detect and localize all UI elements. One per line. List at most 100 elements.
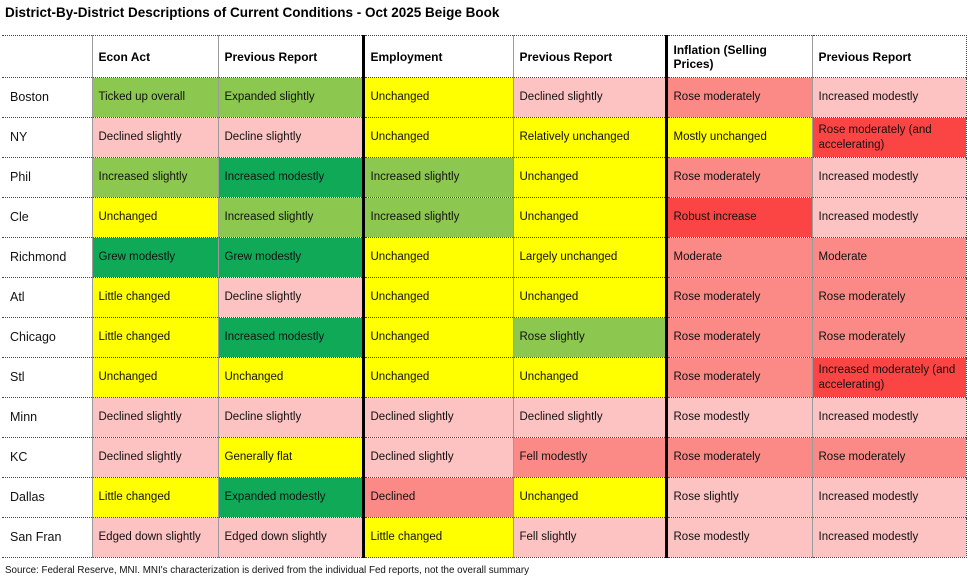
condition-cell: Edged down slightly (91, 517, 218, 558)
condition-cell: Increased modestly (217, 157, 363, 198)
condition-cell: Increased modestly (811, 517, 967, 558)
condition-cell: Increased modestly (811, 197, 967, 238)
condition-cell: Rose moderately (664, 157, 812, 198)
condition-cell: Relatively unchanged (512, 117, 666, 158)
table-row: Richmond Grew modestly Grew modestly Unchan… (2, 237, 967, 278)
condition-cell: Declined slightly (361, 397, 513, 438)
header-row: Econ Act Previous Report Employment Previou… (2, 35, 967, 78)
condition-cell: Fell modestly (512, 437, 666, 478)
condition-cell: Unchanged (512, 477, 666, 518)
condition-cell: Declined slightly (91, 437, 218, 478)
district-label: Chicago (2, 317, 92, 358)
condition-cell: Increased slightly (91, 157, 218, 198)
condition-cell: Unchanged (91, 197, 218, 238)
column-header: Previous Report (217, 35, 363, 78)
condition-cell: Declined slightly (91, 397, 218, 438)
condition-cell: Ticked up overall (91, 77, 218, 118)
condition-cell: Increased modestly (811, 157, 967, 198)
district-label: Phil (2, 157, 92, 198)
condition-cell: Increased modestly (811, 397, 967, 438)
district-label: NY (2, 117, 92, 158)
table-row: Cle Unchanged Increased slightly Increased … (2, 197, 967, 238)
condition-cell: Rose moderately (811, 317, 967, 358)
condition-cell: Increased modestly (217, 317, 363, 358)
condition-cell: Rose moderately (664, 357, 812, 398)
condition-cell: Largely unchanged (512, 237, 666, 278)
condition-cell: Unchanged (217, 357, 363, 398)
district-label: Richmond (2, 237, 92, 278)
condition-cell: Declined slightly (361, 437, 513, 478)
column-header: Inflation (Selling Prices) (664, 35, 812, 78)
condition-cell: Increased slightly (361, 197, 513, 238)
condition-cell: Unchanged (361, 237, 513, 278)
condition-cell: Rose moderately (664, 437, 812, 478)
table-row: Dallas Little changed Expanded modestly Dec… (2, 477, 967, 518)
condition-cell: Rose slightly (664, 477, 812, 518)
condition-cell: Unchanged (512, 357, 666, 398)
district-label: Boston (2, 77, 92, 118)
condition-cell: Little changed (91, 277, 218, 318)
condition-cell: Increased modestly (811, 477, 967, 518)
condition-cell: Unchanged (512, 157, 666, 198)
column-header: Econ Act (91, 35, 218, 78)
district-label: Minn (2, 397, 92, 438)
condition-cell: Unchanged (91, 357, 218, 398)
table-row: NY Declined slightly Decline slightly Uncha… (2, 117, 967, 158)
table-body: Boston Ticked up overall Expanded slightly… (2, 77, 967, 558)
condition-cell: Increased moderately (and accelerating) (811, 357, 967, 398)
condition-cell: Robust increase (664, 197, 812, 238)
condition-cell: Increased slightly (361, 157, 513, 198)
condition-cell: Rose modestly (664, 397, 812, 438)
condition-cell: Grew modestly (217, 237, 363, 278)
condition-cell: Rose moderately (664, 317, 812, 358)
condition-cell: Edged down slightly (217, 517, 363, 558)
condition-cell: Rose modestly (664, 517, 812, 558)
column-header: Employment (361, 35, 513, 78)
condition-cell: Unchanged (361, 117, 513, 158)
source-note: Source: Federal Reserve, MNI. MNI's char… (5, 565, 530, 576)
condition-cell: Unchanged (361, 317, 513, 358)
condition-cell: Rose moderately (811, 277, 967, 318)
district-column-header (2, 35, 92, 78)
condition-cell: Rose moderately (664, 77, 812, 118)
condition-cell: Expanded modestly (217, 477, 363, 518)
district-label: KC (2, 437, 92, 478)
district-label: Atl (2, 277, 92, 318)
condition-cell: Little changed (91, 317, 218, 358)
condition-cell: Declined slightly (512, 77, 666, 118)
district-label: Cle (2, 197, 92, 238)
condition-cell: Little changed (361, 517, 513, 558)
condition-cell: Declined slightly (512, 397, 666, 438)
table-row: Boston Ticked up overall Expanded slightly… (2, 77, 967, 118)
table-row: San Fran Edged down slightly Edged down sl… (2, 517, 967, 558)
condition-cell: Little changed (91, 477, 218, 518)
condition-cell: Mostly unchanged (664, 117, 812, 158)
condition-cell: Decline slightly (217, 397, 363, 438)
condition-cell: Decline slightly (217, 117, 363, 158)
condition-cell: Rose moderately (and accelerating) (811, 117, 967, 158)
condition-cell: Increased modestly (811, 77, 967, 118)
table-row: Phil Increased slightly Increased modestly… (2, 157, 967, 198)
condition-cell: Declined (361, 477, 513, 518)
condition-cell: Increased slightly (217, 197, 363, 238)
district-label: Dallas (2, 477, 92, 518)
condition-cell: Rose slightly (512, 317, 666, 358)
condition-cell: Unchanged (361, 277, 513, 318)
condition-cell: Rose moderately (664, 277, 812, 318)
page-title: District-By-District Descriptions of Cur… (5, 5, 500, 20)
table-row: Atl Little changed Decline slightly Unchang… (2, 277, 967, 318)
condition-cell: Unchanged (361, 77, 513, 118)
condition-cell: Unchanged (361, 357, 513, 398)
condition-cell: Expanded slightly (217, 77, 363, 118)
table-row: Chicago Little changed Increased modestly U… (2, 317, 967, 358)
table-row: Minn Declined slightly Decline slightly Dec… (2, 397, 967, 438)
table-row: Stl Unchanged Unchanged Unchanged Unchanged R… (2, 357, 967, 398)
column-header: Previous Report (512, 35, 666, 78)
condition-cell: Moderate (664, 237, 812, 278)
condition-cell: Declined slightly (91, 117, 218, 158)
condition-cell: Rose moderately (811, 437, 967, 478)
district-label: Stl (2, 357, 92, 398)
conditions-table: Econ Act Previous Report Employment Previou… (2, 35, 967, 558)
column-header: Previous Report (811, 35, 967, 78)
